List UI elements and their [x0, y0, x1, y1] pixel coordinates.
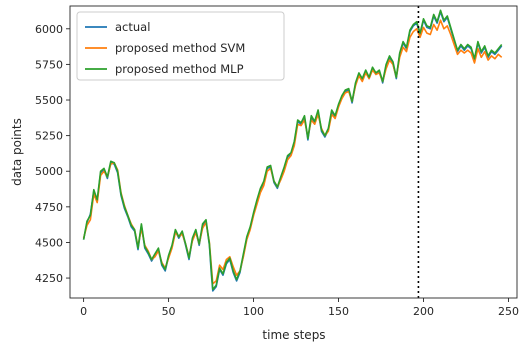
y-tick-label: 4500: [35, 236, 63, 249]
x-tick-label: 150: [328, 305, 349, 318]
y-axis-label: data points: [10, 118, 24, 186]
series-layer: [82, 9, 503, 292]
legend-entry-label: actual: [115, 20, 150, 34]
legend: actual proposed method SVM proposed method…: [76, 11, 285, 81]
legend-box: [76, 11, 285, 81]
y-tick-label: 6000: [35, 23, 63, 36]
y-tick-label: 4750: [35, 201, 63, 214]
x-axis: 0 50 100 150 200 250: [80, 298, 519, 318]
x-tick-label: 200: [413, 305, 434, 318]
x-tick-label: 50: [162, 305, 176, 318]
series-line-3: [82, 9, 503, 291]
x-tick-label: 0: [80, 305, 87, 318]
x-tick-label: 100: [243, 305, 264, 318]
x-tick-label: 250: [498, 305, 519, 318]
plot-frame: [69, 5, 518, 299]
y-tick-label: 5750: [35, 58, 63, 71]
legend-entry-label: proposed method SVM: [115, 41, 245, 55]
y-tick-label: 5250: [35, 130, 63, 143]
legend-entry-label: proposed method MLP: [115, 62, 244, 76]
y-axis: 4250 4500 4750 5000 5250 5500 5750 6000: [35, 23, 70, 285]
y-tick-label: 5500: [35, 94, 63, 107]
y-tick-label: 4250: [35, 272, 63, 285]
x-axis-label: time steps: [262, 328, 325, 342]
y-tick-label: 5000: [35, 165, 63, 178]
